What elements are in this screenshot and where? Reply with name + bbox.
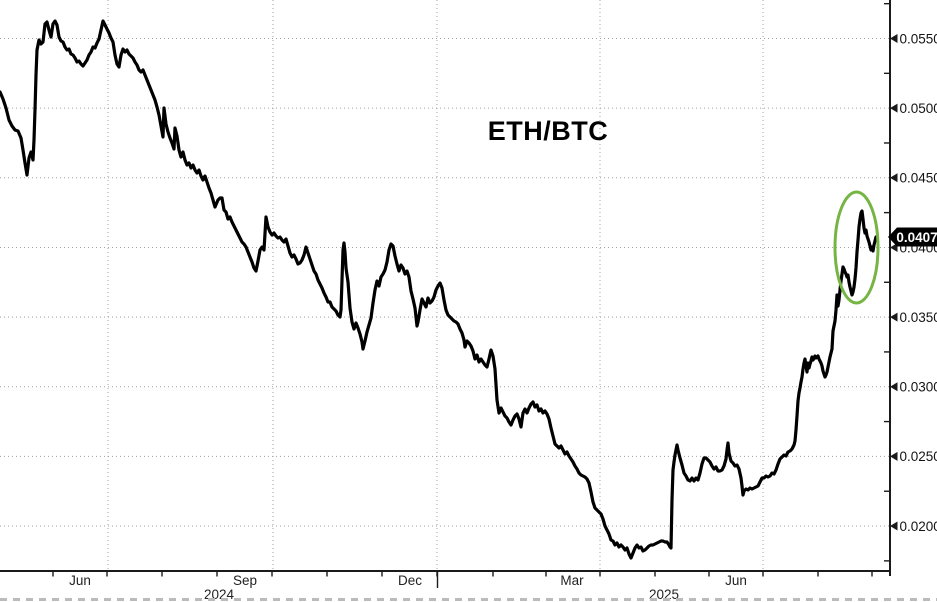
last-price-badge-value: 0.0407 bbox=[896, 230, 937, 245]
y-tick-arrow-icon bbox=[890, 382, 898, 392]
y-tick-arrow-icon bbox=[890, 521, 898, 531]
x-month-label: Sep bbox=[233, 573, 257, 588]
y-tick-label: 0.0250 bbox=[900, 449, 937, 464]
price-line-series bbox=[0, 19, 878, 560]
y-tick-arrow-icon bbox=[890, 34, 898, 43]
y-tick-arrow-icon bbox=[890, 312, 898, 322]
x-month-label: Mar bbox=[560, 573, 584, 588]
y-tick-arrow-icon bbox=[890, 173, 898, 183]
gridlines bbox=[0, 0, 890, 571]
y-axis-labels: 0.05500.05000.04500.04000.03500.03000.02… bbox=[900, 31, 937, 534]
y-axis-ticks bbox=[884, 2, 898, 562]
y-tick-label: 0.0200 bbox=[900, 519, 937, 534]
y-tick-label: 0.0300 bbox=[900, 380, 937, 395]
highlight-ellipse-annotation bbox=[833, 190, 880, 305]
x-axis-ticks bbox=[52, 571, 873, 588]
y-tick-arrow-icon bbox=[890, 103, 898, 113]
x-month-label: Jun bbox=[69, 573, 91, 588]
last-price-badge-shape bbox=[888, 227, 937, 247]
last-price-badge: 0.0407 bbox=[888, 227, 937, 247]
y-tick-arrow-icon bbox=[890, 242, 898, 252]
y-tick-label: 0.0350 bbox=[900, 310, 937, 325]
y-tick-label: 0.0500 bbox=[900, 101, 937, 116]
y-tick-label: 0.0550 bbox=[900, 31, 937, 46]
x-month-label: Dec bbox=[398, 573, 422, 588]
y-tick-arrow-icon bbox=[890, 451, 898, 461]
y-tick-label: 0.0450 bbox=[900, 171, 937, 186]
chart-title: ETH/BTC bbox=[488, 116, 609, 146]
x-month-label: Jun bbox=[725, 573, 747, 588]
